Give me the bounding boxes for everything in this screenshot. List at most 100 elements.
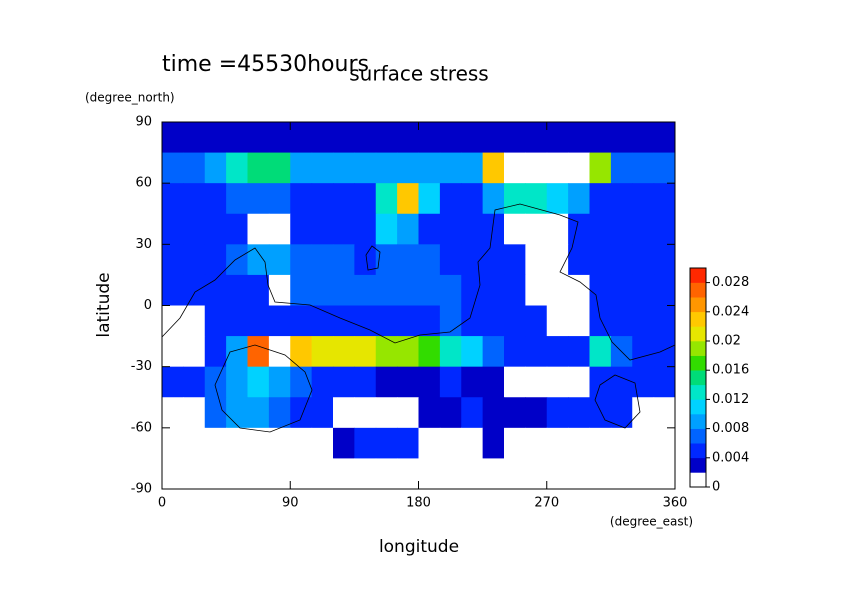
field-cell [311, 152, 334, 184]
field-cell [375, 458, 398, 490]
field-cell [247, 458, 270, 490]
field-cell [354, 305, 377, 337]
y-tick-label: -30 [131, 359, 152, 374]
field-cell [375, 397, 398, 429]
field-cell [226, 152, 248, 184]
field-cell [226, 122, 248, 154]
x-tick-label: 0 [158, 496, 166, 511]
colorbar-tick-label: 0.02 [712, 334, 741, 349]
field-cell [568, 427, 590, 459]
field-cell [333, 274, 355, 306]
field-cell [546, 305, 569, 337]
field-cell [290, 183, 313, 215]
field-cell [247, 366, 270, 398]
field-cell [610, 183, 633, 215]
field-cell [247, 305, 270, 337]
field-cell [653, 305, 676, 337]
field-cell [268, 244, 291, 276]
field-cell [482, 336, 505, 368]
field-cell [546, 336, 569, 368]
field-cell [397, 152, 419, 184]
colorbar-tick-label: 0.008 [712, 421, 749, 436]
field-cell [226, 458, 248, 490]
field-cell [397, 305, 419, 337]
field-cell [589, 122, 612, 154]
x-tick-label: 360 [663, 496, 688, 511]
y-tick-label: -60 [131, 420, 152, 435]
colorbar-band [690, 311, 706, 327]
field-cell [418, 336, 441, 368]
field-cell [653, 458, 676, 490]
field-cell [333, 397, 355, 429]
field-cell [568, 183, 590, 215]
field-cell [439, 336, 462, 368]
field-cell [525, 366, 548, 398]
field-cell [311, 305, 334, 337]
field-cell [397, 427, 419, 459]
field-cell [568, 244, 590, 276]
field-cell [504, 152, 526, 184]
field-cell [525, 244, 548, 276]
field-cell [653, 213, 676, 245]
field-cell [333, 305, 355, 337]
field-cell [226, 397, 248, 429]
field-cell [439, 122, 462, 154]
field-cell [632, 122, 655, 154]
field-cell [504, 122, 526, 154]
field-cell [610, 244, 633, 276]
field-cell [397, 458, 419, 490]
field-cell [504, 183, 526, 215]
field-cell [632, 152, 655, 184]
field-cell [632, 427, 655, 459]
field-cell [632, 305, 655, 337]
colorbar-band [690, 341, 706, 356]
field-cell [333, 183, 355, 215]
field-cell [482, 427, 505, 459]
field-cell [162, 366, 184, 398]
field-cell [504, 397, 526, 429]
field-cell [653, 244, 676, 276]
field-cell [290, 366, 313, 398]
field-cell [504, 336, 526, 368]
y-tick-label: 30 [135, 237, 152, 252]
field-cell [504, 305, 526, 337]
field-cell [525, 213, 548, 245]
field-cell [333, 213, 355, 245]
field-cell [461, 183, 484, 215]
field-cell [610, 152, 633, 184]
colorbar-tick-label: 0.028 [712, 275, 749, 290]
field-cell [354, 397, 377, 429]
field-cell [589, 244, 612, 276]
field-cell [226, 336, 248, 368]
field-cell [333, 458, 355, 490]
field-cell [632, 274, 655, 306]
field-cell [439, 274, 462, 306]
field-cell [311, 366, 334, 398]
field-cell [162, 244, 184, 276]
field-cell [311, 183, 334, 215]
field-cell [482, 213, 505, 245]
field-cell [290, 458, 313, 490]
field-cell [461, 152, 484, 184]
field-cell [226, 427, 248, 459]
field-cell [632, 244, 655, 276]
field-cell [610, 305, 633, 337]
field-cell [504, 458, 526, 490]
field-cell [439, 152, 462, 184]
x-tick-label: 90 [282, 496, 299, 511]
field-cell [418, 122, 441, 154]
field-cell [589, 305, 612, 337]
colorbar-band [690, 297, 706, 313]
field-cell [290, 336, 313, 368]
colorbar-band [690, 472, 706, 488]
field-cell [610, 397, 633, 429]
field-cell [183, 122, 206, 154]
field-cell [268, 152, 291, 184]
field-cell [525, 274, 548, 306]
field-cell [546, 122, 569, 154]
field-cell [375, 122, 398, 154]
field-cell [439, 305, 462, 337]
field-cell [653, 274, 676, 306]
field-cell [461, 274, 484, 306]
colorbar-band [690, 443, 706, 459]
